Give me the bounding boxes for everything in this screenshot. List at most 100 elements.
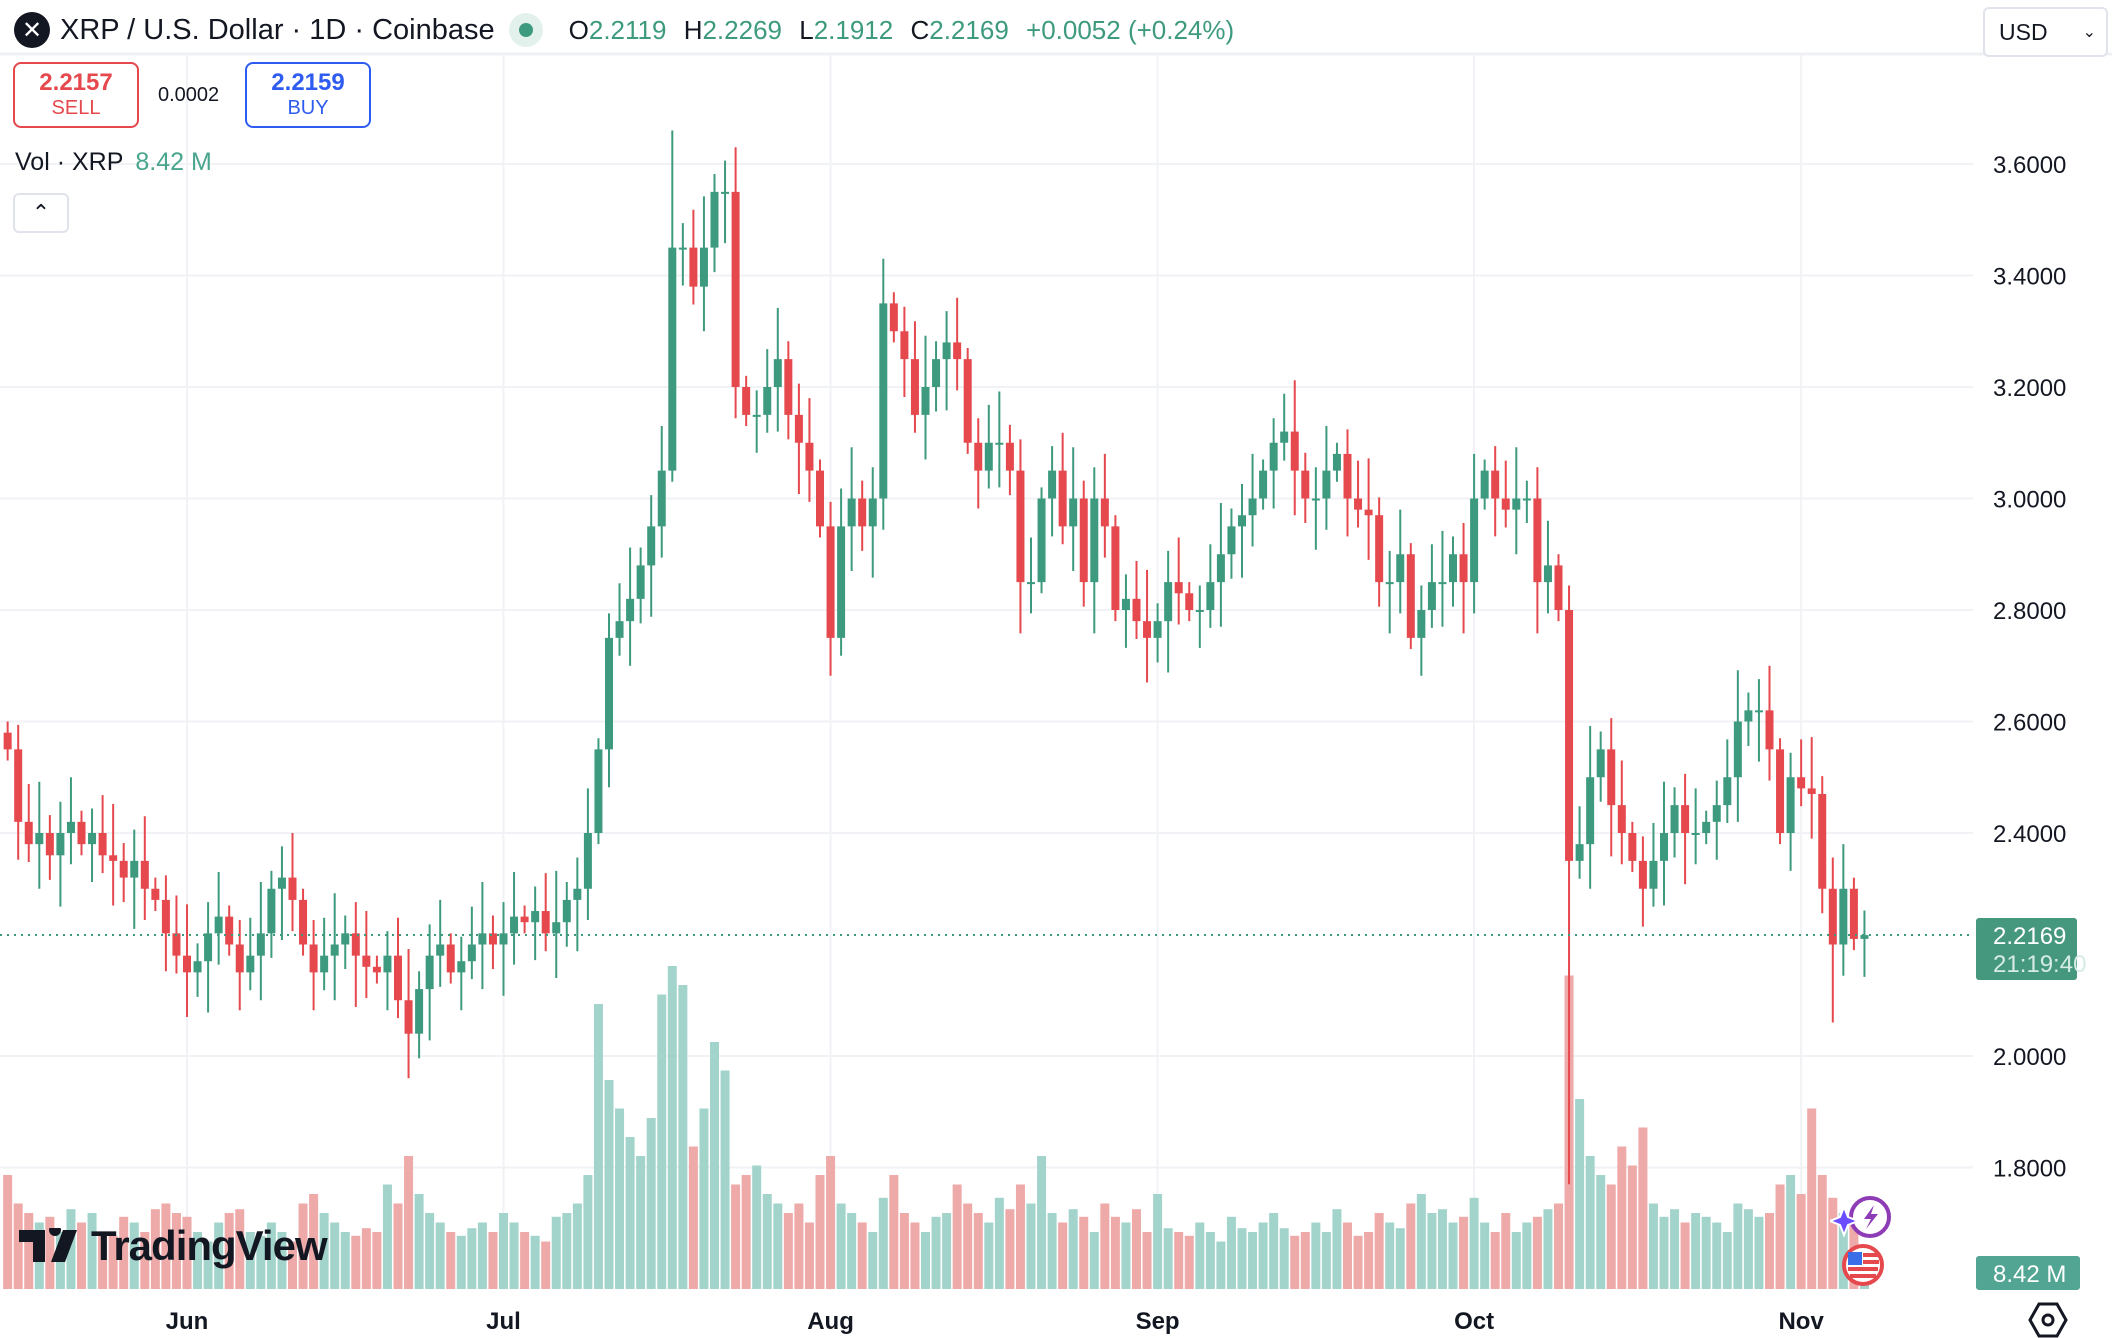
candle-body bbox=[1449, 554, 1457, 583]
candle-body bbox=[309, 944, 318, 973]
candle-body bbox=[1744, 710, 1753, 722]
candle-body bbox=[742, 387, 751, 415]
candle-body bbox=[372, 966, 381, 973]
candle-body bbox=[942, 342, 951, 360]
candle-body bbox=[847, 498, 856, 527]
spread-value: 0.0002 bbox=[158, 84, 220, 106]
candle-body bbox=[900, 331, 909, 360]
candle-body bbox=[1290, 431, 1299, 471]
volume-bar bbox=[499, 1213, 508, 1289]
symbol-title[interactable]: XRP / U.S. Dollar · 1D · Coinbase bbox=[60, 13, 495, 46]
candle-body bbox=[35, 833, 44, 845]
volume-bar bbox=[1659, 1216, 1669, 1289]
volume-bar bbox=[604, 1080, 614, 1289]
sell-button[interactable]: 2.2157 SELL bbox=[13, 62, 139, 128]
chart-legend: ✕ XRP / U.S. Dollar · 1D · Coinbase O2.2… bbox=[14, 8, 1234, 52]
candle-body bbox=[1174, 582, 1183, 594]
candle-body bbox=[1491, 470, 1500, 499]
volume-bar bbox=[520, 1232, 530, 1289]
candle-body bbox=[1143, 621, 1152, 638]
candle-body bbox=[1259, 470, 1268, 499]
volume-legend-label: Vol · XRP bbox=[15, 148, 124, 176]
volume-bar bbox=[657, 994, 667, 1289]
candle-body bbox=[763, 387, 772, 415]
candle-body bbox=[1638, 860, 1647, 889]
volume-bar bbox=[1712, 1222, 1722, 1289]
candle-body bbox=[710, 191, 719, 248]
volume-bar bbox=[298, 1203, 308, 1289]
candle-body bbox=[826, 526, 835, 638]
volume-bar bbox=[1395, 1228, 1405, 1289]
volume-bar bbox=[783, 1213, 793, 1289]
volume-bar bbox=[836, 1203, 846, 1289]
ai-assistant-icon[interactable] bbox=[1830, 1195, 1894, 1241]
volume-bar bbox=[794, 1203, 804, 1289]
candle-body bbox=[1090, 498, 1099, 583]
candle-body bbox=[1417, 610, 1426, 638]
candle-body bbox=[1269, 442, 1278, 471]
candle-body bbox=[1100, 498, 1109, 527]
volume-bar bbox=[741, 1175, 751, 1289]
volume-bar bbox=[625, 1137, 635, 1289]
currency-select[interactable]: USD ⌄ bbox=[1983, 7, 2108, 57]
volume-bar bbox=[593, 1004, 603, 1289]
candle-body bbox=[974, 442, 983, 471]
volume-bar bbox=[1153, 1194, 1163, 1289]
us-flag-economic-events-icon[interactable] bbox=[1841, 1243, 1885, 1287]
candle-body bbox=[1354, 498, 1363, 510]
candle-body bbox=[721, 191, 730, 194]
ohlc-values: O2.2119 H2.2269 L2.1912 C2.2169 +0.0052 … bbox=[559, 15, 1235, 46]
volume-bar bbox=[952, 1184, 962, 1289]
candle-body bbox=[1027, 582, 1035, 585]
candle-body bbox=[394, 955, 402, 1001]
volume-bar bbox=[1765, 1213, 1774, 1289]
candle-body bbox=[1248, 498, 1257, 516]
price-tick-label: 3.0000 bbox=[1993, 487, 2066, 514]
volume-bar bbox=[963, 1203, 973, 1289]
volume-legend[interactable]: Vol · XRP 8.42 M bbox=[15, 148, 212, 177]
candle-body bbox=[1786, 777, 1795, 833]
tradingview-logo[interactable]: TradingView bbox=[19, 1222, 328, 1270]
volume-bar bbox=[942, 1213, 952, 1289]
volume-bar bbox=[319, 1213, 329, 1289]
candle-body bbox=[1311, 498, 1320, 501]
candle-body bbox=[699, 247, 708, 287]
candle-body bbox=[552, 922, 561, 934]
candle-body bbox=[109, 855, 118, 861]
candle-body bbox=[1575, 844, 1584, 861]
volume-bar bbox=[921, 1232, 930, 1289]
buy-button[interactable]: 2.2159 BUY bbox=[245, 62, 371, 128]
candle-body bbox=[626, 598, 635, 622]
candle-body bbox=[1227, 526, 1236, 555]
current-price-value: 2.2169 bbox=[1993, 923, 2066, 950]
candle-body bbox=[1016, 470, 1025, 583]
volume-bar bbox=[699, 1108, 709, 1289]
market-open-dot-icon[interactable] bbox=[508, 13, 543, 47]
volume-bar bbox=[1416, 1194, 1426, 1289]
volume-bar bbox=[1543, 1209, 1553, 1289]
volume-bar bbox=[1743, 1209, 1753, 1289]
candle-body bbox=[910, 359, 919, 415]
volume-bar bbox=[815, 1175, 825, 1289]
volume-bar bbox=[1089, 1232, 1099, 1289]
candle-body bbox=[1533, 498, 1542, 583]
volume-bar bbox=[889, 1175, 899, 1289]
volume-bar bbox=[477, 1222, 487, 1289]
volume-bar bbox=[1701, 1216, 1711, 1289]
volume-bar bbox=[1332, 1209, 1342, 1289]
candle-body bbox=[1702, 821, 1711, 833]
volume-bar bbox=[1079, 1216, 1089, 1289]
volume-bar bbox=[731, 1184, 741, 1289]
volume-bar bbox=[1195, 1222, 1205, 1289]
candle-body bbox=[1807, 788, 1816, 794]
collapse-legend-button[interactable]: ⌃ bbox=[13, 193, 69, 233]
candle-body bbox=[1037, 498, 1046, 583]
candle-body bbox=[520, 916, 529, 923]
volume-bar bbox=[1459, 1216, 1469, 1289]
candle-body bbox=[573, 888, 582, 900]
price-tick-label: 2.6000 bbox=[1993, 710, 2066, 737]
grid bbox=[0, 52, 2112, 1290]
chart-settings-icon[interactable] bbox=[2028, 1302, 2068, 1338]
candle-body bbox=[1501, 498, 1510, 510]
